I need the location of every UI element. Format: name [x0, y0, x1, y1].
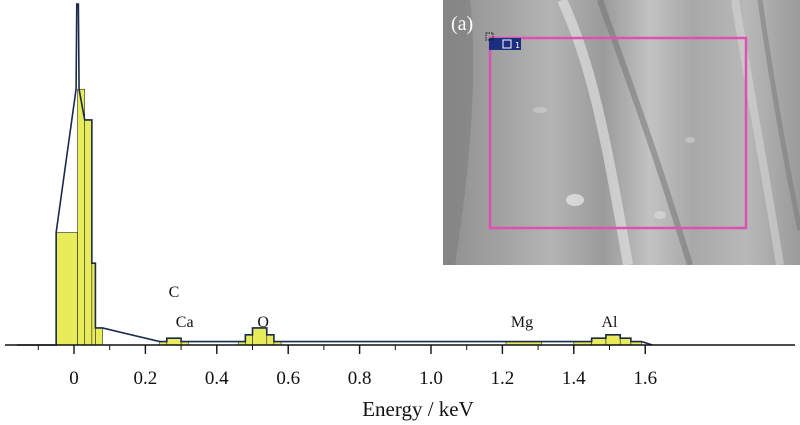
peak-labels: C Ca O Mg Al	[169, 284, 618, 331]
fiber-edge-left	[443, 0, 474, 265]
x-axis-ticks	[37, 345, 646, 354]
region-marker-number: 1	[515, 41, 520, 50]
x-tick-label: 1.0	[419, 368, 443, 389]
x-axis-title: Energy / keV	[362, 397, 474, 421]
region-marker-badge	[489, 38, 521, 50]
sem-inset: 1 (a)	[443, 0, 800, 265]
fiber-ridge-1	[557, 0, 633, 265]
crosshair-icon	[485, 32, 494, 41]
analysis-region-frame	[488, 36, 748, 230]
x-tick-label: 1.2	[491, 368, 515, 389]
surface-particle	[566, 194, 584, 206]
spectrum-bar	[619, 337, 632, 346]
fiber-ridge-2	[597, 0, 693, 265]
spectrum-bar	[266, 334, 275, 346]
peak-label: C	[169, 284, 180, 301]
x-tick-label: 0.6	[276, 368, 300, 389]
spectrum-bar	[166, 337, 182, 346]
spectrum-bar	[95, 327, 103, 346]
spectrum-bar	[245, 334, 253, 346]
panel-label: (a)	[451, 13, 473, 35]
spectrum-bar	[605, 334, 621, 346]
surface-particle	[654, 211, 666, 219]
spectrum-trace	[16, 3, 653, 346]
x-tick-label: 0.4	[205, 368, 229, 389]
grid-icon	[502, 39, 512, 49]
x-tick-label: 0.2	[134, 368, 158, 389]
x-tick-label: 1.6	[633, 368, 657, 389]
x-tick-label: 0.8	[348, 368, 372, 389]
peak-label: Al	[602, 314, 619, 331]
spectrum-bar	[84, 119, 93, 346]
surface-particle	[533, 107, 547, 113]
x-tick-label: 0	[69, 368, 79, 389]
surface-particle	[685, 137, 695, 143]
peak-label: Ca	[176, 314, 194, 331]
fiber-ridge-3	[731, 0, 784, 265]
spectrum-bar	[591, 337, 607, 346]
fiber-ridge-4	[757, 0, 800, 231]
region-marker: 1	[485, 32, 521, 50]
x-tick-labels: 0 0.2 0.4 0.6 0.8 1.0 1.2 1.4 1.6	[69, 368, 657, 389]
spectrum-bar	[55, 232, 78, 346]
peak-label: Mg	[511, 314, 533, 331]
x-tick-label: 1.4	[562, 368, 586, 389]
spectrum-bar	[77, 88, 86, 346]
peak-label: O	[257, 314, 269, 331]
